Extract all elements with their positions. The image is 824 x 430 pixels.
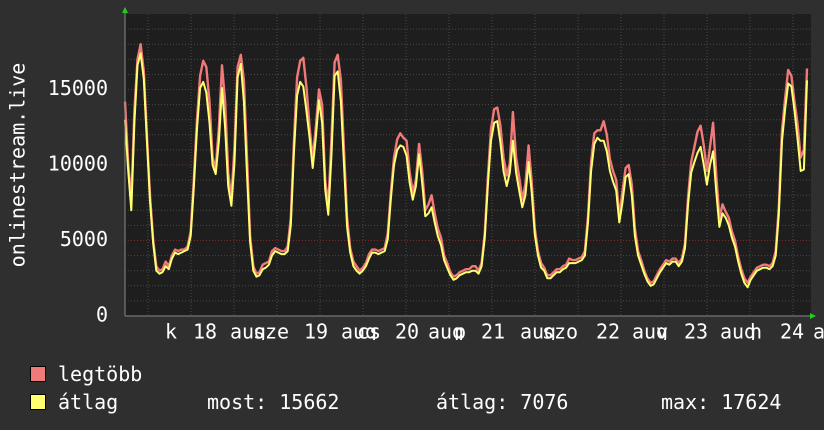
x-tick-label: aug xyxy=(520,320,556,341)
legend-item-legtobb: legtöbb xyxy=(30,362,142,386)
x-tick-label: aug xyxy=(428,320,464,341)
stat-atlag-label: átlag: xyxy=(436,390,509,414)
stat-most: most: 15662 xyxy=(207,390,339,414)
x-tick-label: p xyxy=(454,320,466,341)
x-tick-label: aug xyxy=(632,320,668,341)
x-tick-label: sze xyxy=(253,320,289,341)
stat-max-label: max: xyxy=(661,390,710,414)
x-tick-label: a xyxy=(813,320,824,341)
legend-item-atlag: átlag xyxy=(30,390,118,414)
x-tick-label: 24 xyxy=(780,320,804,341)
x-tick-label: 22 xyxy=(596,320,620,341)
x-tick-label: 23 xyxy=(684,320,708,341)
x-tick-label: v xyxy=(656,320,668,341)
stat-atlag-value: 7076 xyxy=(520,390,569,414)
stat-max: max: 17624 xyxy=(661,390,781,414)
y-axis-arrow-icon xyxy=(122,7,128,13)
y-tick-label: 0 xyxy=(96,303,108,327)
x-tick-label: k xyxy=(165,320,177,341)
stat-most-value: 15662 xyxy=(279,390,340,414)
y-tick-labels: 0 5000 10000 15000 xyxy=(48,76,108,327)
atlag-label: átlag xyxy=(58,390,119,414)
series-line-legtobb xyxy=(123,43,809,284)
y-tick-label: 10000 xyxy=(48,152,108,176)
x-tick-label: cs xyxy=(357,320,381,341)
x-tick-label: aug xyxy=(720,320,756,341)
y-axis-label: onlinestream.live xyxy=(6,63,30,268)
grid-major xyxy=(125,89,811,241)
x-tick-label: 21 xyxy=(481,320,505,341)
stat-max-value: 17624 xyxy=(721,390,782,414)
x-tick-label: szo xyxy=(542,320,578,341)
stat-atlag: átlag: 7076 xyxy=(436,390,568,414)
x-tick-label: aug xyxy=(230,320,266,341)
x-tick-label: aug xyxy=(341,320,377,341)
legtobb-label: legtöbb xyxy=(58,362,143,386)
series-lines xyxy=(123,43,809,289)
series-line-atlag xyxy=(124,52,808,289)
legtobb-swatch xyxy=(30,366,46,382)
atlag-swatch xyxy=(30,394,46,410)
y-tick-label: 5000 xyxy=(60,227,108,251)
y-tick-label: 15000 xyxy=(48,76,108,100)
x-tick-label: 18 xyxy=(193,320,217,341)
x-tick-label: 19 xyxy=(304,320,328,341)
x-tick-label: 20 xyxy=(395,320,419,341)
x-axis-arrow-icon xyxy=(810,313,816,319)
stat-most-label: most: xyxy=(207,390,268,414)
x-tick-label: h xyxy=(750,320,762,341)
